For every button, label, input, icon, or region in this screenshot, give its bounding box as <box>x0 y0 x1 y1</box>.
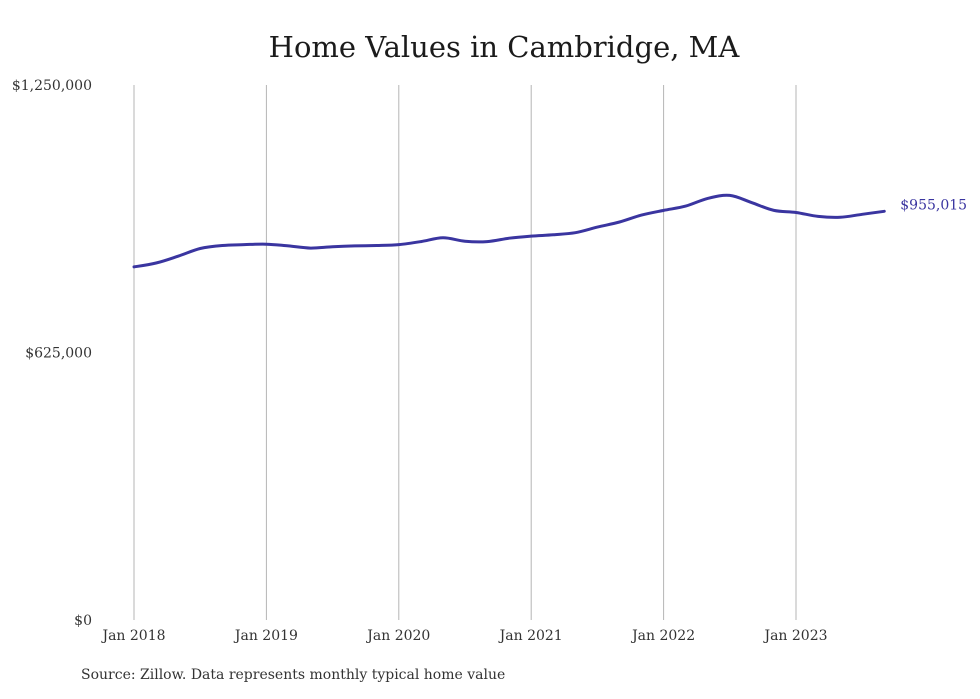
source-note: Source: Zillow. Data represents monthly … <box>81 667 506 683</box>
series-layer: $955,015 <box>132 193 967 269</box>
x-tick-label: Jan 2020 <box>365 628 430 644</box>
y-tick-label: $1,250,000 <box>12 78 92 94</box>
x-tick-label: Jan 2018 <box>100 628 165 644</box>
axis-labels: Jan 2018 Jan 2019 Jan 2020 Jan 2021 Jan 2022… <box>12 78 828 644</box>
x-tick-label: Jan 2021 <box>498 628 563 644</box>
x-tick-label: Jan 2022 <box>630 628 695 644</box>
series-line <box>132 193 886 269</box>
chart-title: Home Values in Cambridge, MA <box>268 30 740 64</box>
gridlines <box>133 85 797 620</box>
y-tick-label: $0 <box>74 613 92 629</box>
x-tick-label: Jan 2023 <box>762 628 827 644</box>
y-tick-label: $625,000 <box>25 346 92 362</box>
x-tick-label: Jan 2019 <box>233 628 298 644</box>
end-value-label: $955,015 <box>900 197 967 213</box>
